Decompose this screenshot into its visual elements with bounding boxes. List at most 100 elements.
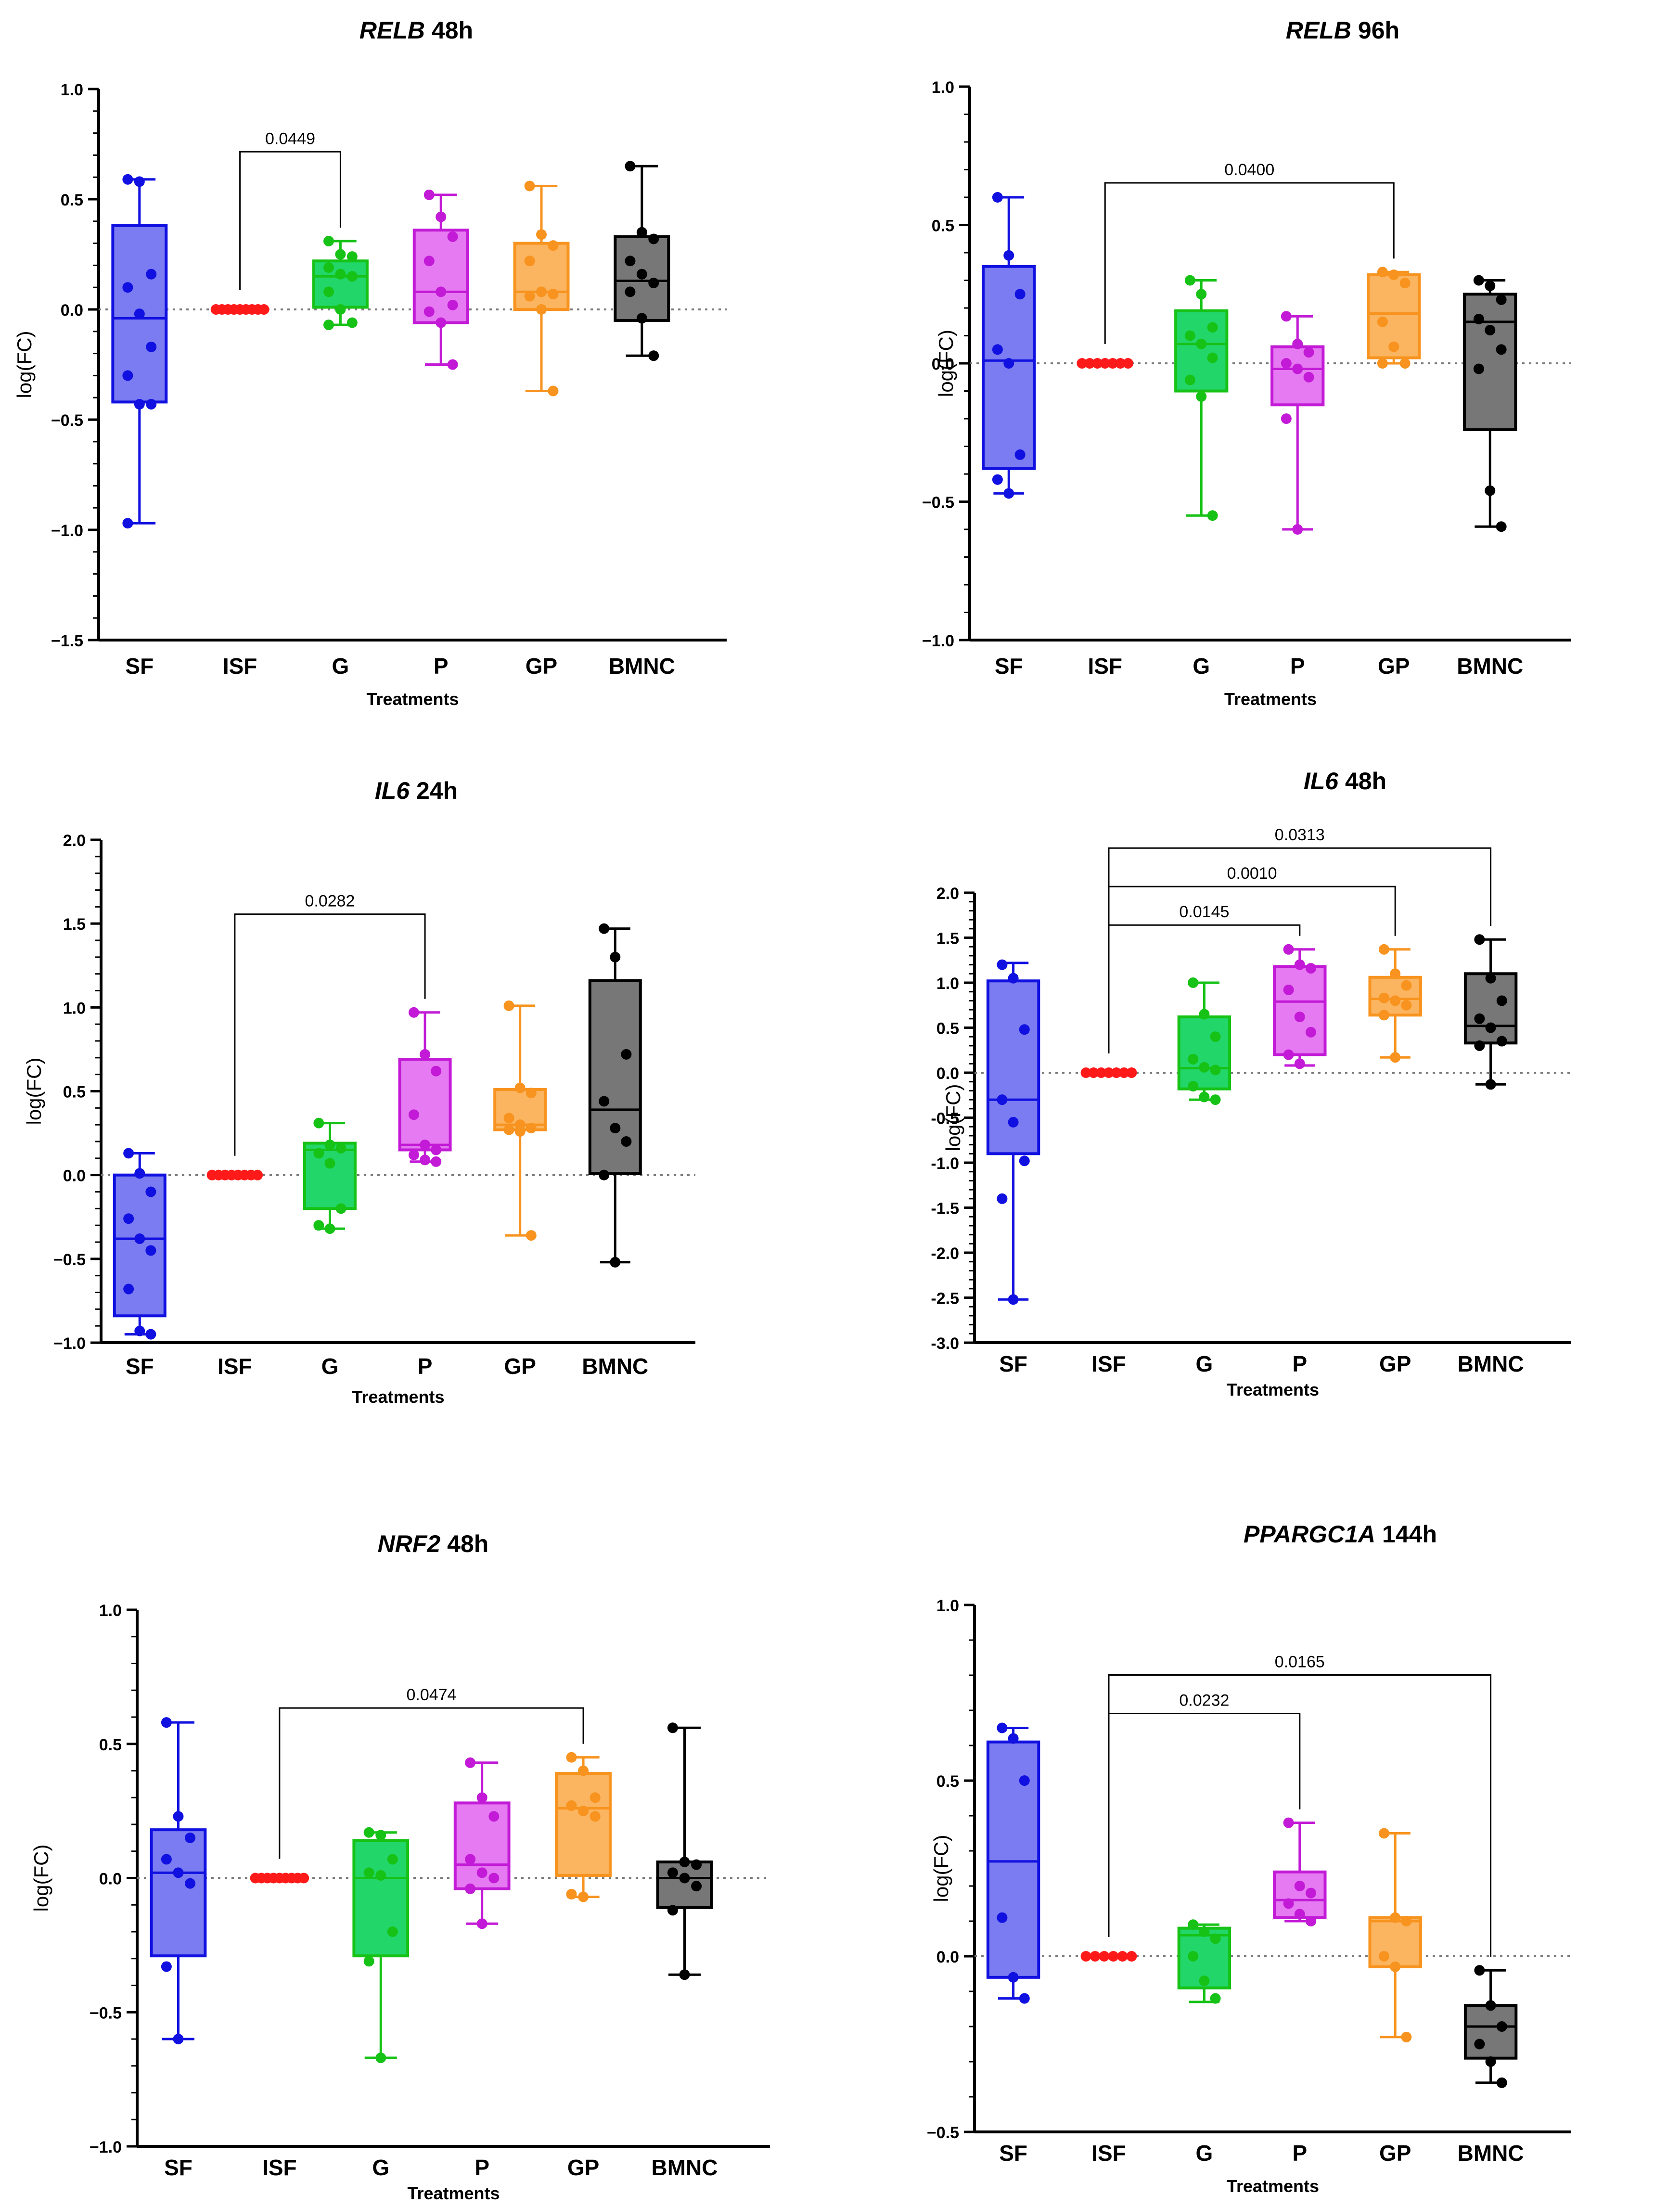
box-gp <box>1368 1828 1422 2042</box>
data-point <box>375 2053 386 2064</box>
data-point <box>648 350 659 361</box>
y-tick-label: 1.0 <box>61 81 83 99</box>
data-point <box>548 240 559 251</box>
box-p <box>1273 1817 1327 1926</box>
data-point <box>1474 2039 1485 2050</box>
data-point <box>1008 1116 1019 1128</box>
data-point <box>313 1117 324 1129</box>
x-tick-label: ISF <box>223 654 257 679</box>
data-point <box>1305 1027 1316 1038</box>
box-p <box>453 1757 511 1929</box>
data-point <box>679 1873 690 1884</box>
il6-48h-chart: IL6 48h 2.0 1.5 1.0 0.5 0.0 -0.5 -1.0 -1.5 -2.0 -2… <box>931 768 1571 1399</box>
data-point <box>436 317 447 328</box>
data-point <box>252 1169 263 1180</box>
data-point <box>1099 1951 1110 1962</box>
box-g <box>1174 275 1229 521</box>
data-point <box>1184 330 1195 341</box>
data-point <box>346 317 358 328</box>
data-point <box>1485 973 1496 984</box>
y-tick-label: 0.5 <box>63 1083 86 1102</box>
x-tick-label: G <box>1196 2141 1213 2166</box>
chart-title-time: 48h <box>440 1530 488 1557</box>
x-tick-label: ISF <box>1091 2141 1126 2166</box>
data-point <box>1210 1031 1221 1042</box>
data-point <box>1088 1067 1099 1078</box>
y-tick-label: 1.0 <box>99 1602 122 1620</box>
iqr-box <box>1177 1015 1231 1091</box>
data-point <box>1303 347 1314 358</box>
chart-title: PPARGC1A 144h <box>1244 1521 1437 1548</box>
p-value-label: 0.0400 <box>1224 161 1274 179</box>
x-axis-title: Treatments <box>407 2183 500 2203</box>
chart-title-time: 144h <box>1375 1521 1437 1548</box>
box-gp <box>555 1752 612 1902</box>
significance-bracket: 0.0282 <box>234 892 426 1156</box>
x-axis-title: Treatments <box>1227 1380 1319 1399</box>
data-point <box>1377 358 1388 369</box>
box-isf <box>1077 358 1134 369</box>
data-point <box>173 1811 184 1822</box>
x-tick-label: BMNC <box>1458 1351 1524 1376</box>
data-point <box>1123 358 1134 369</box>
data-point <box>1401 980 1412 991</box>
y-tick-label: -1.5 <box>931 1200 959 1218</box>
data-point <box>578 1806 589 1817</box>
data-point <box>1210 1933 1221 1944</box>
x-tick-label: SF <box>995 654 1023 679</box>
data-point <box>1103 1067 1114 1078</box>
data-point <box>436 286 447 297</box>
data-point <box>1401 2031 1412 2042</box>
data-point <box>1188 1053 1199 1065</box>
y-tick-label: −0.5 <box>90 2004 122 2022</box>
x-tick-label: ISF <box>1088 654 1122 679</box>
data-point <box>1485 1079 1496 1090</box>
data-point <box>1496 2077 1507 2088</box>
chart-title-gene: PPARGC1A <box>1244 1521 1375 1548</box>
data-point <box>1281 358 1292 369</box>
box-bmnc <box>614 161 670 361</box>
data-point <box>503 1113 514 1124</box>
data-point <box>1199 1091 1210 1103</box>
data-point <box>488 1873 500 1884</box>
data-point <box>1379 944 1390 955</box>
data-point <box>526 1123 537 1134</box>
p-value-label: 0.0145 <box>1179 903 1229 921</box>
data-point <box>134 308 145 320</box>
data-point <box>1111 1067 1122 1078</box>
x-tick-label: G <box>1196 1351 1213 1376</box>
x-tick-label: P <box>1292 2141 1307 2166</box>
data-point <box>1485 281 1496 291</box>
data-point <box>1080 1951 1091 1962</box>
data-point <box>122 282 133 293</box>
data-point <box>1126 1951 1137 1962</box>
data-point <box>1473 275 1484 286</box>
y-tick-label: 0.0 <box>932 355 954 373</box>
bracket-line <box>1108 847 1492 1053</box>
data-point <box>524 291 535 302</box>
data-point <box>1379 992 1390 1003</box>
x-tick-label: GP <box>526 654 557 679</box>
data-point <box>514 1082 526 1093</box>
data-point <box>1210 1094 1221 1105</box>
data-point <box>1014 449 1026 460</box>
data-point <box>1210 1065 1221 1076</box>
x-tick-label: SF <box>164 2155 192 2180</box>
data-point <box>526 1087 537 1098</box>
data-point <box>1107 358 1118 369</box>
significance-bracket: 0.0474 <box>279 1686 584 1859</box>
box-isf <box>1080 1067 1137 1078</box>
y-tick-label: 0.0 <box>936 1948 959 1966</box>
data-point <box>536 304 547 315</box>
y-tick-label: 0.0 <box>936 1065 959 1083</box>
box-isf <box>250 1873 309 1884</box>
data-point <box>1084 358 1095 369</box>
x-axis-title: Treatments <box>1227 2176 1319 2196</box>
box-sf <box>111 174 168 529</box>
y-tick-label: 0.0 <box>63 1167 86 1185</box>
data-point <box>1390 968 1401 979</box>
data-point <box>1184 275 1195 286</box>
y-tick-label: −0.5 <box>53 1251 86 1269</box>
chart-title-gene: NRF2 <box>378 1530 441 1557</box>
data-point <box>423 256 435 267</box>
